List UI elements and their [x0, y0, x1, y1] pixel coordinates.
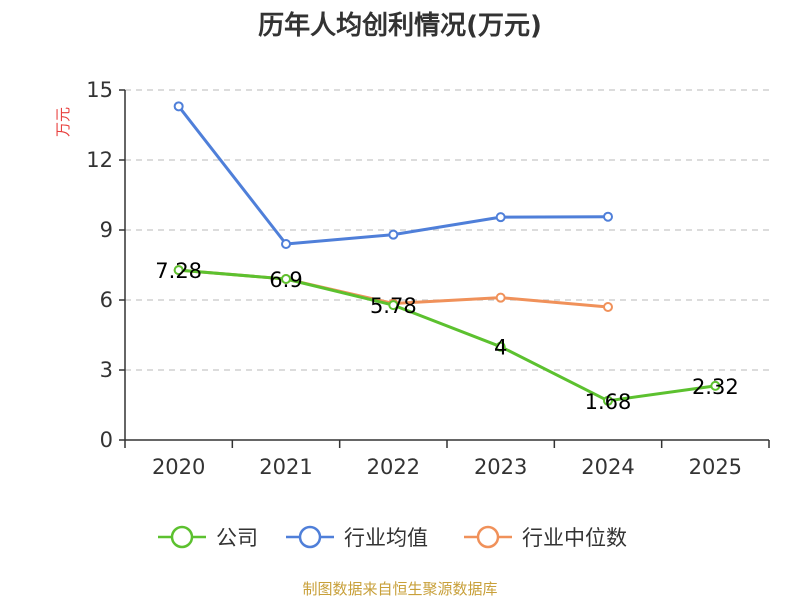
series-point-2	[495, 292, 506, 303]
series-point-0	[388, 300, 399, 311]
series-point-1	[388, 229, 399, 240]
series-point-0	[281, 274, 291, 284]
y-tick-label: 0	[100, 428, 113, 452]
y-tick-label: 6	[100, 288, 113, 312]
legend-item-0[interactable]: 公司	[158, 525, 258, 550]
x-tick-label: 2023	[474, 455, 527, 479]
legend[interactable]: 公司 行业均值 行业中位数	[158, 525, 627, 550]
legend-label: 行业中位数	[522, 526, 627, 550]
y-tick-label: 12	[86, 148, 113, 172]
series-lines	[173, 101, 721, 406]
data-label: 7.28	[155, 259, 202, 283]
series-line-0	[178, 268, 716, 403]
legend-marker	[298, 525, 322, 549]
x-tick-label: 2021	[259, 455, 312, 479]
series-point-0	[495, 341, 506, 352]
gridlines	[125, 89, 769, 371]
series-point-1	[281, 239, 291, 249]
data-label: 2.32	[692, 375, 739, 399]
series-point-0	[603, 395, 613, 406]
y-tick-label: 9	[100, 218, 113, 242]
axes: 0 3 6 9 12 15 2020 2021 2022 2023 2024 2025	[86, 78, 770, 479]
x-tick-label: 2020	[152, 455, 205, 479]
legend-marker	[476, 525, 500, 549]
x-tick-label: 2024	[581, 455, 634, 479]
data-label: 6.9	[269, 268, 302, 292]
series-point-1	[173, 101, 184, 112]
series-point-2	[603, 302, 613, 312]
series-point-1	[603, 211, 613, 222]
legend-item-2[interactable]: 行业中位数	[464, 525, 627, 550]
y-tick-label: 3	[100, 358, 113, 382]
data-label: 4	[494, 336, 507, 360]
series-line-1	[177, 105, 609, 246]
series-point-0	[710, 380, 721, 391]
legend-marker	[170, 525, 194, 549]
chart-title: 历年人均创利情况(万元)	[258, 10, 542, 41]
legend-label: 公司	[216, 526, 258, 550]
x-tick-label: 2025	[689, 455, 742, 479]
data-label: 1.68	[585, 390, 632, 414]
y-axis-label: 万元	[54, 107, 72, 137]
legend-item-1[interactable]: 行业均值	[286, 525, 428, 550]
data-labels: 7.28 6.9 5.78 4 1.68 2.32	[155, 259, 738, 414]
data-label: 5.78	[370, 294, 417, 318]
legend-label: 行业均值	[344, 526, 428, 550]
series-point-0	[173, 265, 184, 276]
source-note: 制图数据来自恒生聚源数据库	[302, 580, 497, 598]
x-tick-label: 2022	[367, 455, 420, 479]
series-point-1	[495, 212, 506, 223]
y-tick-label: 15	[86, 78, 113, 102]
